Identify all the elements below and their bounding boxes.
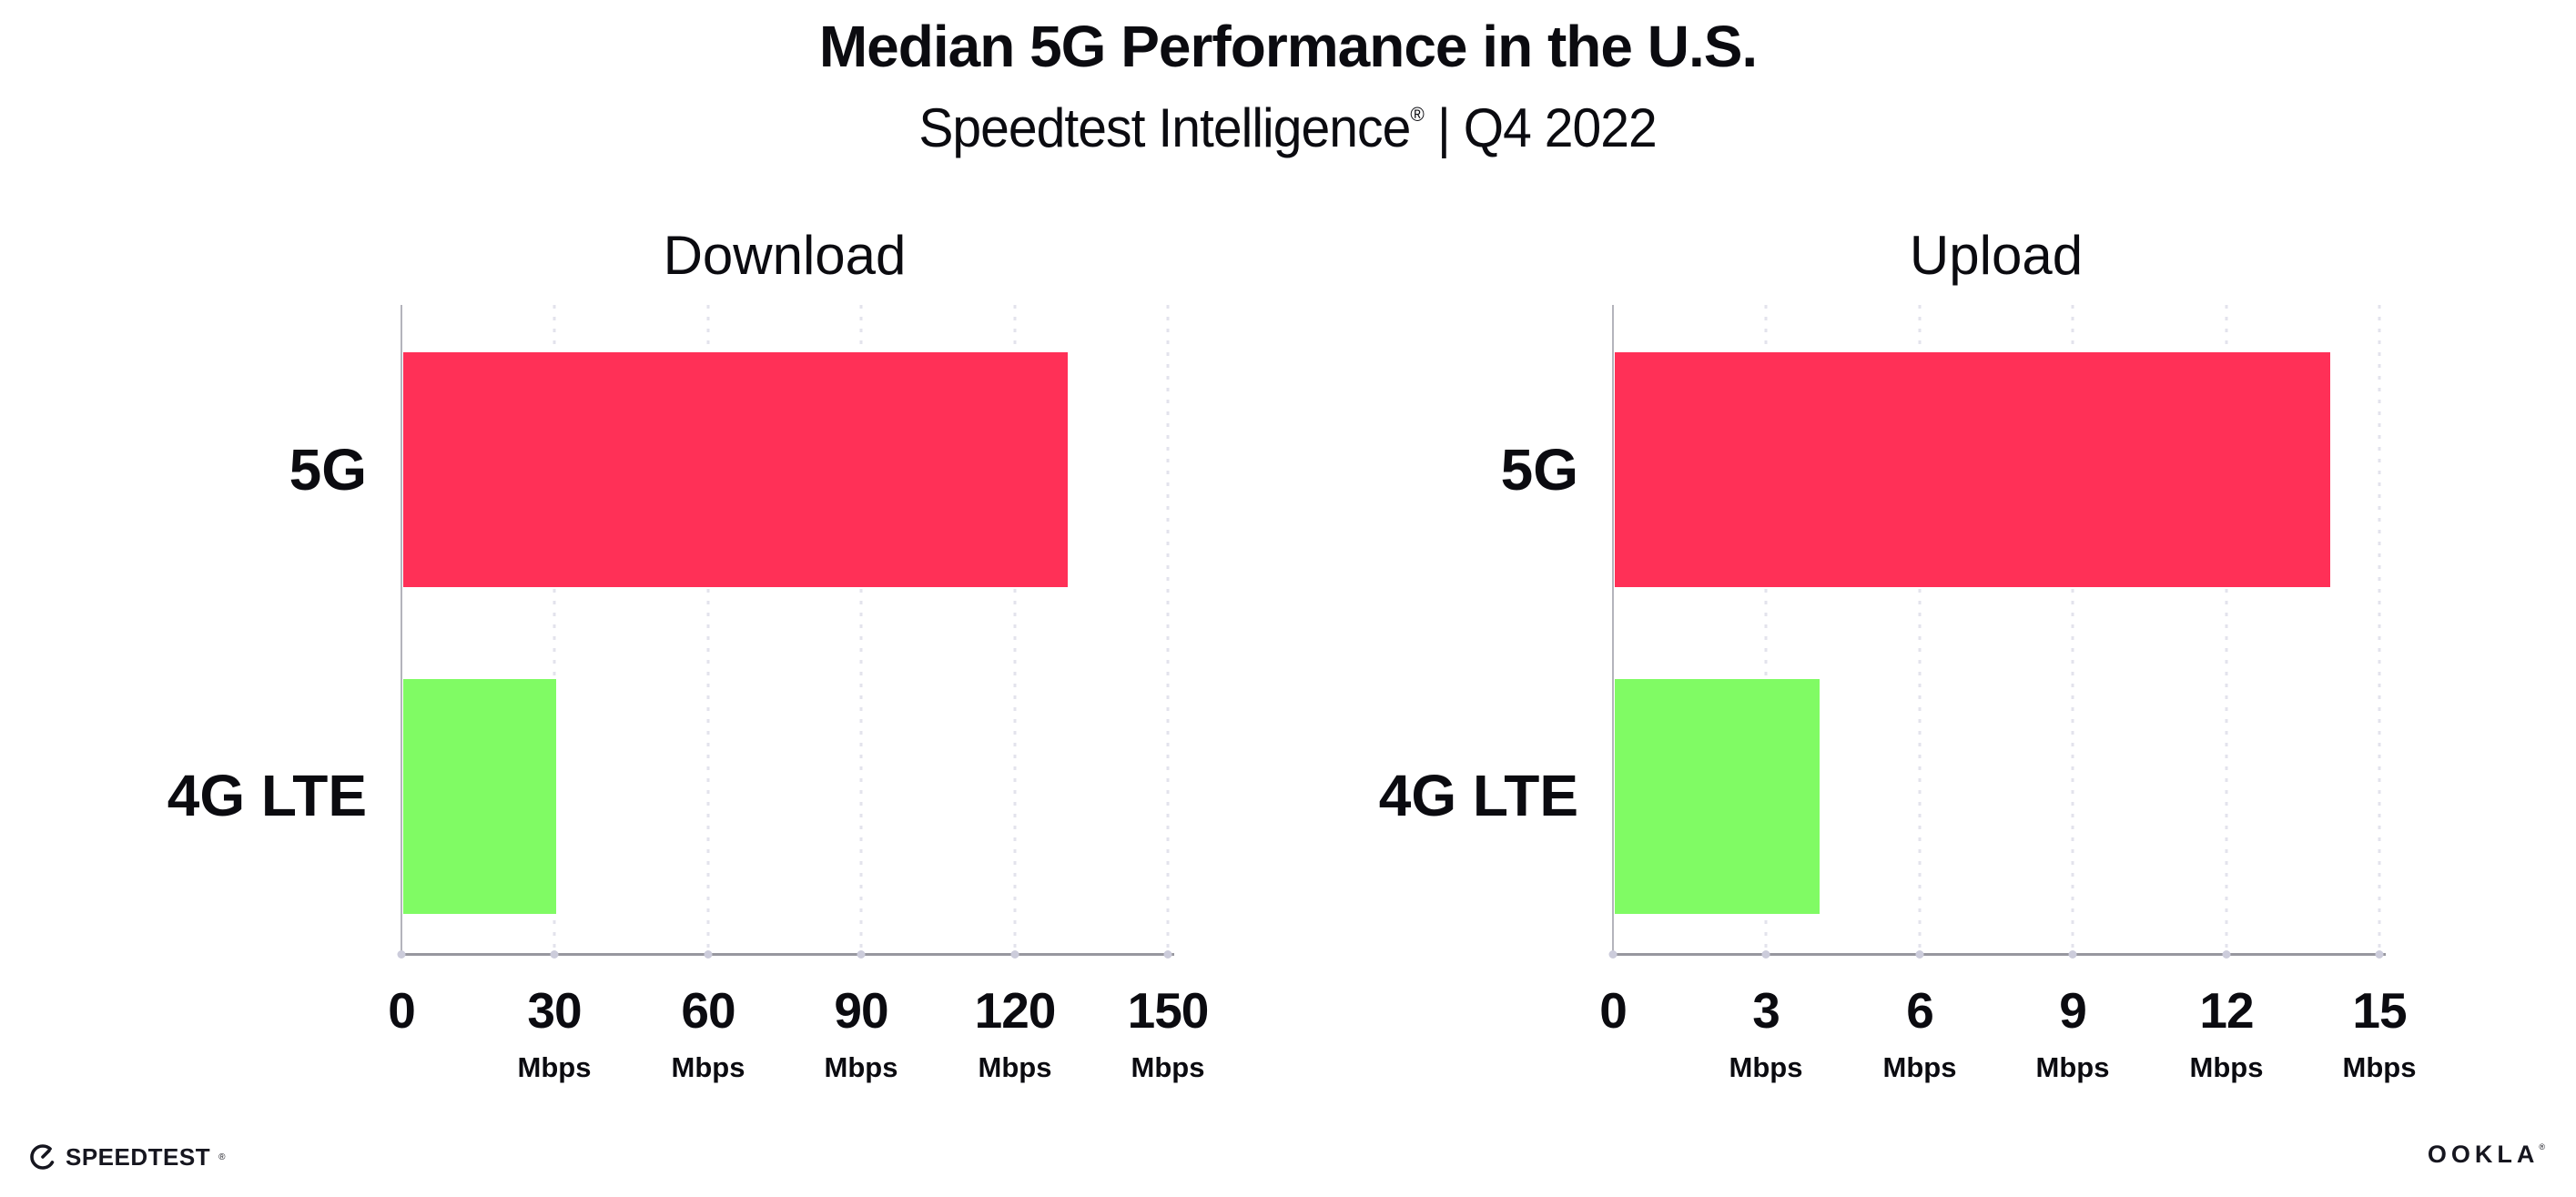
download-bar-4g-lte bbox=[403, 679, 557, 914]
header: Median 5G Performance in the U.S. Speedt… bbox=[0, 13, 2576, 159]
x-tick-label: 0 bbox=[388, 982, 416, 1039]
gridline bbox=[2225, 305, 2228, 954]
gridline bbox=[553, 305, 556, 954]
ookla-wordmark: OOKLA bbox=[2427, 1141, 2540, 1168]
upload-y-axis-line bbox=[1612, 305, 1614, 954]
subtitle-brand: Speedtest Intelligence bbox=[918, 97, 1412, 158]
x-tick-unit: Mbps bbox=[517, 1051, 592, 1083]
axis-tick-dot bbox=[857, 950, 866, 959]
x-tick-label: 15 bbox=[2352, 982, 2407, 1039]
x-tick-label: 9 bbox=[2059, 982, 2087, 1039]
x-tick-label: 0 bbox=[1599, 982, 1628, 1039]
x-tick-unit: Mbps bbox=[1131, 1051, 1205, 1083]
axis-tick-dot bbox=[704, 950, 713, 959]
x-tick-label: 120 bbox=[974, 982, 1057, 1039]
x-tick-label: 12 bbox=[2199, 982, 2254, 1039]
axis-tick-dot bbox=[1608, 950, 1618, 959]
download-y-axis-line bbox=[401, 305, 402, 954]
x-tick-label: 60 bbox=[681, 982, 735, 1039]
speedtest-logo: SPEEDTEST ® bbox=[28, 1142, 225, 1172]
x-tick-unit: Mbps bbox=[2342, 1051, 2417, 1083]
axis-tick-dot bbox=[2222, 950, 2231, 959]
ookla-registered-mark: ® bbox=[2539, 1142, 2545, 1151]
x-tick-unit: Mbps bbox=[824, 1051, 898, 1083]
axis-tick-dot bbox=[550, 950, 559, 959]
gridline bbox=[2378, 305, 2381, 954]
axis-tick-dot bbox=[397, 950, 406, 959]
upload-plot-area: 0 3 Mbps 6 Mbps 9 Mbps 12 Mbps 15 Mbps bbox=[1599, 305, 2416, 1083]
x-tick-unit: Mbps bbox=[1729, 1051, 1803, 1083]
download-bar-5g bbox=[403, 352, 1068, 587]
download-chart-title: Download bbox=[663, 225, 907, 286]
download-category-label-4g-lte: 4G LTE bbox=[167, 763, 367, 828]
upload-bar-4g-lte bbox=[1615, 679, 1820, 914]
gridline bbox=[2071, 305, 2074, 954]
axis-tick-dot bbox=[1163, 950, 1172, 959]
upload-x-axis-line bbox=[1612, 953, 2386, 956]
subtitle-period: | Q4 2022 bbox=[1437, 97, 1658, 158]
upload-bar-5g bbox=[1615, 352, 2330, 587]
gridline bbox=[1918, 305, 1922, 954]
gridline bbox=[1764, 305, 1768, 954]
upload-chart-title: Upload bbox=[1909, 225, 2084, 286]
ookla-logo: OOKLA® bbox=[2428, 1141, 2545, 1169]
gridline bbox=[859, 305, 863, 954]
x-tick-unit: Mbps bbox=[2189, 1051, 2264, 1083]
x-tick-unit: Mbps bbox=[978, 1051, 1052, 1083]
gridline bbox=[1013, 305, 1017, 954]
upload-category-label-5g: 5G bbox=[1500, 437, 1578, 502]
page-title: Median 5G Performance in the U.S. bbox=[818, 14, 1758, 79]
x-tick-label: 150 bbox=[1127, 982, 1210, 1039]
subtitle-text: Speedtest Intelligence® | Q4 2022 bbox=[918, 96, 1658, 159]
gridline bbox=[706, 305, 710, 954]
x-tick-label: 3 bbox=[1752, 982, 1780, 1039]
x-tick-label: 90 bbox=[834, 982, 888, 1039]
page-subtitle: Speedtest Intelligence® | Q4 2022 bbox=[0, 96, 2576, 159]
x-tick-unit: Mbps bbox=[671, 1051, 745, 1083]
axis-tick-dot bbox=[2068, 950, 2077, 959]
x-tick-label: 30 bbox=[527, 982, 582, 1039]
download-plot-area: 0 30 Mbps 60 Mbps 90 Mbps 120 Mbps 150 Mbps bbox=[388, 305, 1209, 1083]
registered-mark: ® bbox=[1410, 103, 1425, 126]
gridline bbox=[1166, 305, 1170, 954]
download-x-axis-line bbox=[401, 953, 1174, 956]
speedtest-registered-mark: ® bbox=[218, 1151, 226, 1162]
axis-tick-dot bbox=[1915, 950, 1924, 959]
x-tick-unit: Mbps bbox=[2035, 1051, 2110, 1083]
download-category-label-5g: 5G bbox=[289, 437, 367, 502]
axis-tick-dot bbox=[2375, 950, 2384, 959]
axis-tick-dot bbox=[1010, 950, 1019, 959]
upload-category-label-4g-lte: 4G LTE bbox=[1378, 763, 1578, 828]
gauge-icon bbox=[28, 1142, 57, 1172]
speedtest-wordmark: SPEEDTEST bbox=[66, 1142, 211, 1171]
x-tick-label: 6 bbox=[1906, 982, 1934, 1039]
axis-tick-dot bbox=[1761, 950, 1770, 959]
x-tick-unit: Mbps bbox=[1882, 1051, 1957, 1083]
